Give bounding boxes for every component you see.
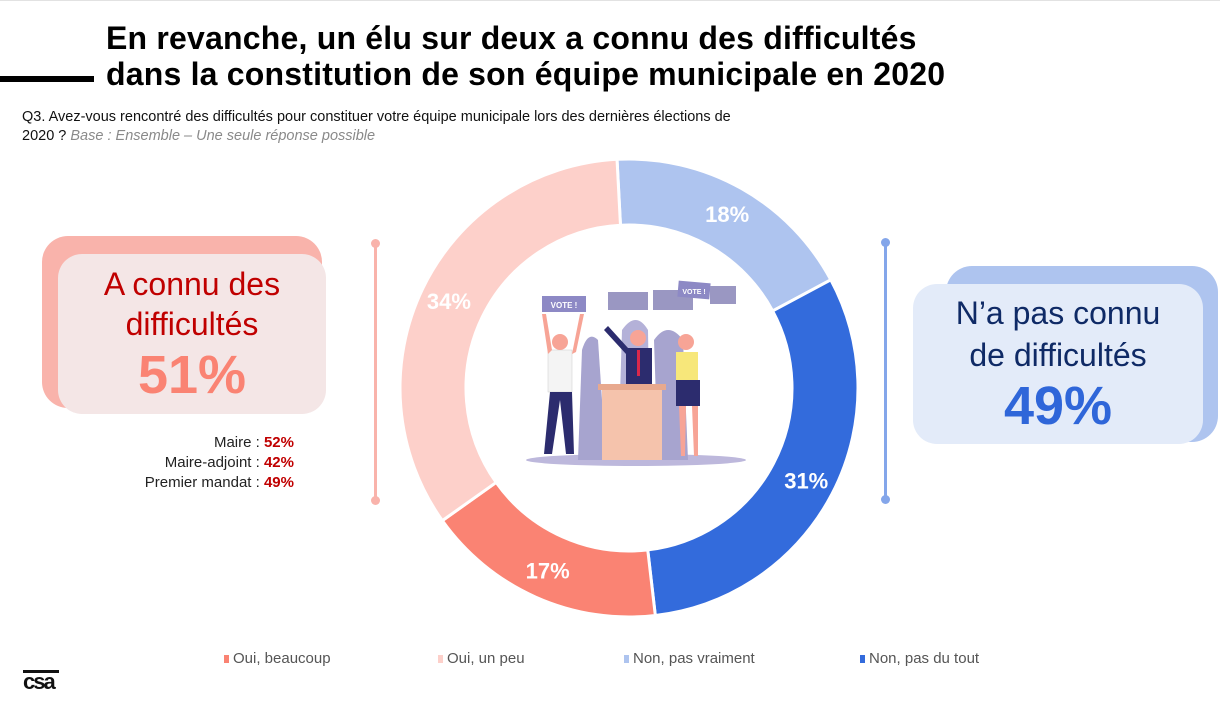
legend-item-oui-un-peu: Oui, un peu bbox=[438, 650, 525, 667]
legend-item-non-pas-du-tout: Non, pas du tout bbox=[860, 650, 979, 667]
donut-chart: 18% 31% 17% 34% VOTE ! VOTE ! bbox=[400, 160, 860, 619]
speaker-arm bbox=[604, 326, 628, 354]
left-divider-line bbox=[371, 239, 380, 505]
podium bbox=[602, 388, 662, 460]
person-legs bbox=[679, 406, 698, 456]
crowd-silhouette bbox=[578, 336, 606, 460]
donut-slice-non-pas-du-tout bbox=[646, 277, 860, 618]
donut-slices bbox=[400, 160, 860, 619]
left-breakdown: Maire : 52% Maire-adjoint : 42% Premier … bbox=[145, 433, 294, 493]
title-line-1: En revanche, un élu sur deux a connu des… bbox=[106, 20, 917, 56]
podium-top bbox=[598, 384, 666, 390]
right-summary-box: N’a pas connu de difficultés 49% bbox=[913, 284, 1203, 444]
donut-label: 34% bbox=[427, 289, 471, 314]
logo-text: csa bbox=[23, 669, 56, 694]
page-title: En revanche, un élu sur deux a connu des… bbox=[106, 20, 945, 92]
person-skirt bbox=[676, 380, 700, 406]
breakdown-row: Maire-adjoint : 42% bbox=[164, 454, 294, 471]
legend-swatch bbox=[224, 654, 229, 663]
donut-label: 17% bbox=[526, 559, 570, 584]
divider-dot bbox=[881, 495, 890, 504]
person-pants bbox=[544, 392, 574, 454]
top-rule bbox=[0, 0, 1220, 1]
speaker-head bbox=[630, 330, 646, 346]
crowd-sign bbox=[608, 292, 648, 310]
right-summary-label: N’a pas connu de difficultés bbox=[955, 295, 1161, 373]
csa-logo: csa bbox=[23, 669, 59, 694]
left-summary-value: 51% bbox=[137, 345, 247, 405]
legend-swatch bbox=[438, 654, 443, 663]
rally-illustration: VOTE ! VOTE ! bbox=[526, 280, 746, 466]
right-summary-value: 49% bbox=[1003, 376, 1113, 436]
donut-labels: 18% 31% 17% 34% bbox=[427, 202, 828, 584]
right-divider-line bbox=[881, 238, 890, 504]
question-text: Q3. Avez-vous rencontré des difficultés … bbox=[22, 108, 742, 146]
speaker-tie bbox=[637, 350, 640, 376]
title-line-2: dans la constitution de son équipe munic… bbox=[106, 56, 946, 92]
donut-slice-oui-beaucoup bbox=[440, 480, 657, 619]
donut-label: 18% bbox=[705, 202, 749, 227]
vote-sign bbox=[677, 280, 711, 300]
donut-slice-oui-un-peu bbox=[400, 160, 623, 523]
question-label: Q3. Avez-vous rencontré des difficultés … bbox=[22, 109, 731, 144]
person-head bbox=[552, 334, 568, 350]
breakdown-row: Premier mandat : 49% bbox=[144, 474, 294, 491]
crowd-sign bbox=[710, 286, 736, 304]
donut-label: 31% bbox=[784, 469, 828, 494]
divider-dot bbox=[881, 238, 890, 247]
breakdown-row: Maire : 52% bbox=[213, 434, 294, 451]
vote-sign-text: VOTE ! bbox=[682, 289, 705, 296]
vote-sign bbox=[542, 296, 586, 312]
legend-swatch bbox=[624, 654, 629, 663]
legend-item-oui-beaucoup: Oui, beaucoup bbox=[224, 650, 331, 667]
legend-swatch bbox=[860, 654, 865, 663]
question-base: Base : Ensemble – Une seule réponse poss… bbox=[70, 128, 376, 144]
person-shirt bbox=[547, 349, 573, 393]
left-summary-box: A connu des difficultés 51% bbox=[58, 254, 326, 414]
logo-bar bbox=[23, 670, 59, 673]
left-summary-label: A connu des difficultés bbox=[103, 266, 281, 342]
legend-item-non-pas-vraiment: Non, pas vraiment bbox=[624, 650, 755, 667]
title-accent-bar bbox=[0, 76, 94, 82]
person-arms bbox=[542, 314, 584, 354]
divider-dot bbox=[371, 496, 380, 505]
person-head bbox=[678, 334, 694, 350]
vote-sign-text: VOTE ! bbox=[551, 301, 578, 310]
divider-dot bbox=[371, 239, 380, 248]
person-shirt bbox=[676, 352, 698, 380]
